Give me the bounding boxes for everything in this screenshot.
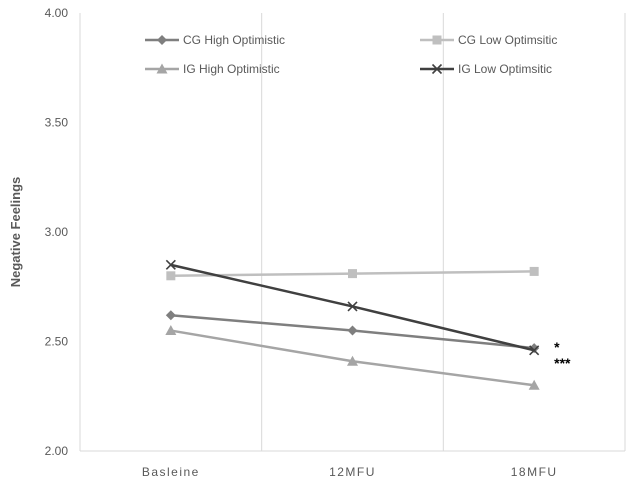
- data-point: [348, 269, 357, 279]
- diamond-marker-shape: [347, 325, 358, 336]
- legend-item: IG Low Optimsitic: [420, 62, 552, 76]
- data-point: [529, 345, 540, 356]
- legend-marker: [431, 63, 443, 75]
- triangle-marker-shape: [156, 63, 168, 74]
- series-group: [165, 259, 540, 390]
- significance-annotation: ***: [554, 355, 571, 371]
- data-point: [347, 301, 358, 312]
- legend-marker: [156, 63, 168, 74]
- diamond-marker-shape: [157, 35, 167, 45]
- data-point: [165, 310, 176, 321]
- data-point: [165, 259, 176, 270]
- y-tick-label: 4.00: [45, 6, 69, 20]
- legend-label: CG High Optimistic: [183, 33, 285, 47]
- x-marker-stroke: [347, 301, 358, 312]
- legend-label: IG High Optimistic: [183, 62, 280, 76]
- data-point: [528, 379, 540, 390]
- x-marker-stroke: [431, 63, 443, 75]
- data-point: [165, 325, 177, 336]
- square-marker-shape: [166, 271, 176, 281]
- legend-item: CG Low Optimsitic: [420, 33, 557, 47]
- axes: [79, 13, 625, 452]
- diamond-marker-shape: [165, 310, 176, 321]
- x-tick-label: Basleine: [142, 465, 200, 479]
- x-tick-labels: Basleine 12MFU 18MFU: [142, 465, 558, 479]
- legend-label: IG Low Optimsitic: [458, 62, 552, 76]
- y-tick-label: 3.00: [45, 225, 69, 239]
- triangle-marker-shape: [165, 325, 177, 336]
- square-marker-shape: [432, 35, 442, 45]
- x-marker-stroke: [529, 345, 540, 356]
- data-point: [347, 355, 358, 366]
- y-tick-label: 2.00: [45, 444, 69, 458]
- significance-annotation: *: [554, 339, 560, 355]
- legend-item: IG High Optimistic: [145, 62, 280, 76]
- data-point: [166, 271, 176, 281]
- legend-marker: [432, 35, 442, 45]
- data-point: [347, 325, 358, 336]
- y-tick-labels: 2.00 2.50 3.00 3.50 4.00: [45, 6, 69, 458]
- x-tick-label: 12MFU: [329, 465, 376, 479]
- legend: CG High Optimistic CG Low Optimsitic IG Hi…: [145, 33, 557, 76]
- triangle-marker-shape: [528, 379, 540, 390]
- x-marker-stroke: [165, 259, 176, 270]
- legend-label: CG Low Optimsitic: [458, 33, 557, 47]
- annotations: ****: [554, 339, 571, 371]
- legend-item: CG High Optimistic: [145, 33, 285, 47]
- y-tick-label: 2.50: [45, 335, 69, 349]
- triangle-marker-shape: [347, 355, 358, 366]
- y-axis-label: Negative Feelings: [8, 177, 23, 288]
- x-tick-label: 18MFU: [511, 465, 558, 479]
- data-point: [529, 266, 539, 276]
- legend-marker: [157, 35, 167, 45]
- square-marker-shape: [529, 266, 539, 276]
- square-marker-shape: [348, 269, 357, 279]
- y-tick-label: 3.50: [45, 116, 69, 130]
